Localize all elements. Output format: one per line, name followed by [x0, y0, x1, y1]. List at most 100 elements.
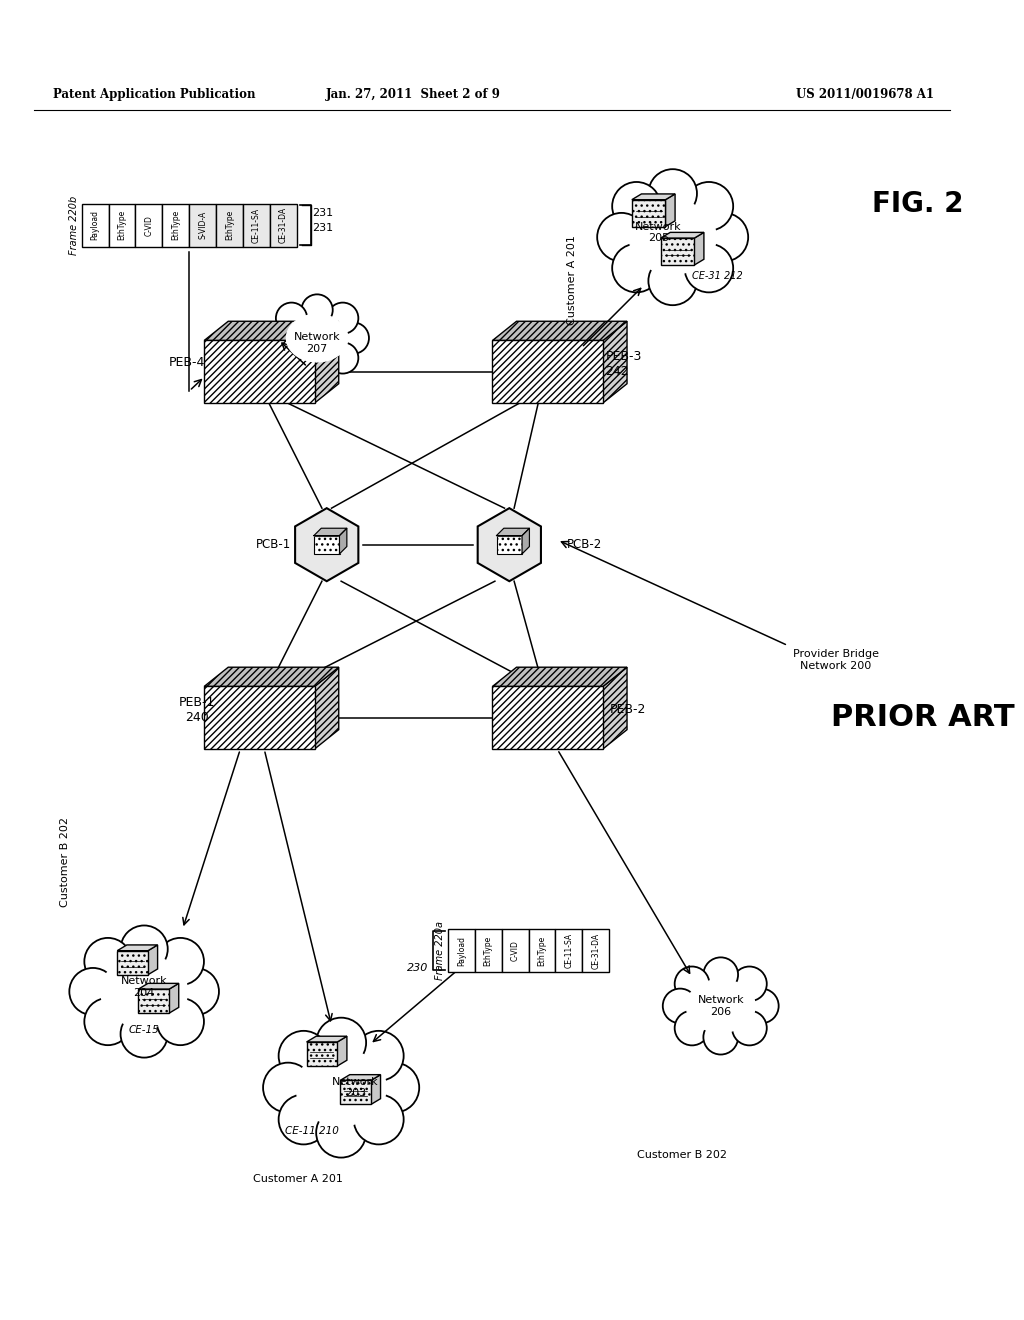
Polygon shape [630, 201, 716, 275]
Text: PEB-4: PEB-4 [169, 355, 206, 368]
Polygon shape [306, 1036, 347, 1041]
Text: Payload: Payload [91, 210, 99, 240]
FancyBboxPatch shape [306, 1041, 337, 1067]
Text: Network
207: Network 207 [294, 333, 340, 354]
Text: PCB-2: PCB-2 [567, 539, 602, 552]
Polygon shape [169, 983, 179, 1014]
Circle shape [699, 213, 749, 261]
Circle shape [685, 182, 733, 231]
Text: S-VID-A: S-VID-A [199, 211, 207, 239]
FancyBboxPatch shape [497, 536, 522, 554]
Polygon shape [686, 979, 755, 1032]
Polygon shape [477, 508, 541, 581]
Circle shape [327, 342, 358, 374]
Circle shape [172, 968, 219, 1015]
Polygon shape [603, 321, 627, 403]
Text: 231: 231 [312, 209, 334, 218]
Polygon shape [273, 305, 360, 372]
Circle shape [263, 1063, 313, 1113]
Circle shape [121, 925, 168, 973]
FancyBboxPatch shape [163, 203, 189, 247]
Text: CE-15: CE-15 [129, 1024, 160, 1035]
Text: PEB-1
240: PEB-1 240 [179, 696, 215, 723]
Text: Payload: Payload [457, 936, 466, 966]
FancyBboxPatch shape [447, 929, 475, 973]
Polygon shape [340, 1074, 381, 1081]
FancyBboxPatch shape [243, 203, 270, 247]
Polygon shape [148, 945, 158, 974]
FancyBboxPatch shape [314, 536, 340, 554]
Text: Network
203: Network 203 [332, 1077, 379, 1098]
FancyBboxPatch shape [475, 929, 502, 973]
Text: 230: 230 [408, 962, 429, 973]
Circle shape [279, 1031, 329, 1081]
Text: EthType: EthType [225, 210, 234, 240]
Text: EthType: EthType [171, 210, 180, 240]
Text: Customer B 202: Customer B 202 [637, 1150, 727, 1160]
Circle shape [648, 256, 697, 305]
Circle shape [685, 244, 733, 292]
Polygon shape [204, 321, 339, 341]
Circle shape [703, 957, 738, 993]
FancyBboxPatch shape [340, 1081, 371, 1105]
Text: FIG. 2: FIG. 2 [872, 190, 964, 218]
Circle shape [279, 1094, 329, 1144]
Circle shape [275, 302, 307, 334]
Circle shape [316, 1107, 367, 1158]
Text: EthType: EthType [118, 210, 127, 240]
Polygon shape [497, 528, 529, 536]
Polygon shape [603, 667, 627, 748]
Polygon shape [522, 528, 529, 554]
FancyBboxPatch shape [528, 929, 555, 973]
Polygon shape [204, 667, 339, 686]
Circle shape [265, 322, 297, 354]
Circle shape [648, 169, 697, 218]
Text: PRIOR ART: PRIOR ART [830, 704, 1015, 733]
Polygon shape [666, 194, 675, 227]
FancyBboxPatch shape [204, 686, 314, 748]
Circle shape [353, 1031, 403, 1081]
Text: PEB-3
242: PEB-3 242 [605, 350, 642, 378]
FancyBboxPatch shape [138, 989, 169, 1014]
Text: Customer A 201: Customer A 201 [566, 235, 577, 325]
Text: PEB-2: PEB-2 [610, 704, 646, 717]
Polygon shape [138, 983, 179, 989]
Circle shape [612, 182, 660, 231]
Polygon shape [672, 969, 769, 1043]
Circle shape [327, 302, 358, 334]
Text: Network
205: Network 205 [635, 222, 682, 243]
Text: Customer A 201: Customer A 201 [253, 1173, 343, 1184]
Circle shape [316, 1018, 367, 1068]
Circle shape [612, 244, 660, 292]
Circle shape [353, 1094, 403, 1144]
Polygon shape [117, 945, 158, 950]
Polygon shape [611, 185, 734, 289]
Circle shape [301, 294, 333, 326]
FancyBboxPatch shape [216, 203, 243, 247]
FancyBboxPatch shape [82, 203, 109, 247]
Circle shape [744, 989, 778, 1023]
Text: C-VID: C-VID [511, 940, 519, 961]
Polygon shape [371, 1074, 381, 1105]
Text: PCB-1: PCB-1 [256, 539, 292, 552]
Circle shape [663, 989, 697, 1023]
Text: CE-31-DA: CE-31-DA [591, 933, 600, 969]
Circle shape [275, 342, 307, 374]
Circle shape [121, 1010, 168, 1057]
Polygon shape [493, 321, 627, 341]
FancyBboxPatch shape [117, 950, 148, 974]
FancyBboxPatch shape [502, 929, 528, 973]
Circle shape [597, 213, 646, 261]
Text: Provider Bridge
Network 200: Provider Bridge Network 200 [793, 649, 879, 671]
Text: 231: 231 [312, 223, 334, 232]
Polygon shape [100, 956, 187, 1027]
Circle shape [157, 998, 204, 1045]
FancyBboxPatch shape [555, 929, 583, 973]
Polygon shape [314, 667, 339, 748]
Circle shape [84, 939, 131, 985]
Text: Patent Application Publication: Patent Application Publication [53, 88, 255, 102]
Text: CE-11-SA: CE-11-SA [564, 933, 573, 969]
Circle shape [675, 966, 710, 1001]
Circle shape [301, 351, 333, 381]
FancyBboxPatch shape [109, 203, 135, 247]
